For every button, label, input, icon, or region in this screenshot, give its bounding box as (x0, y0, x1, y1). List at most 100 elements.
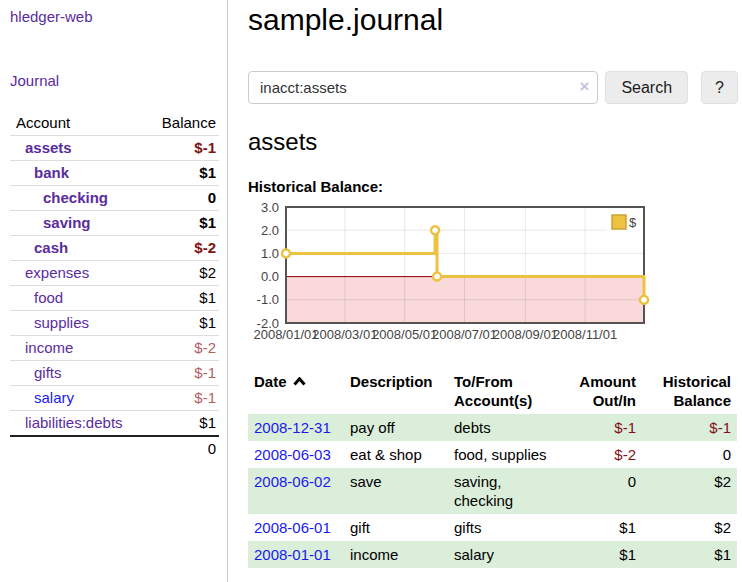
transaction-accounts: gifts (448, 514, 556, 541)
data-point-marker (433, 273, 441, 281)
legend-label: $ (629, 215, 637, 230)
page-title: sample.journal (248, 2, 738, 38)
account-heading: assets (248, 128, 738, 156)
sidebar-account-supplies[interactable]: supplies (10, 314, 146, 332)
balance-chart: $3.02.01.00.0-1.0-2.02008/01/012008/03/0… (248, 203, 738, 351)
account-row: assets$-1 (10, 136, 219, 161)
account-balance: $-1 (146, 361, 219, 386)
description-column-header: Description (344, 368, 448, 414)
register-header-row: Date Description To/From Account(s) Amou… (248, 368, 737, 414)
y-tick-label: 2.0 (261, 223, 279, 238)
data-point-marker (282, 249, 290, 257)
x-tick-label: 2008/11/01 (553, 327, 617, 342)
account-row: income$-2 (10, 336, 219, 361)
account-balance: $1 (146, 311, 219, 336)
sidebar-account-bank[interactable]: bank (10, 164, 146, 182)
main-content: sample.journal × Search ? assets Histori… (248, 0, 738, 568)
balance-chart-svg: $3.02.01.00.0-1.0-2.02008/01/012008/03/0… (248, 203, 742, 347)
account-balance: $-2 (146, 336, 219, 361)
transaction-balance: $2 (642, 468, 737, 514)
transaction-description: pay off (344, 414, 448, 441)
account-balance: $-1 (146, 386, 219, 411)
account-row: food$1 (10, 286, 219, 311)
transaction-row: 2008-12-31pay offdebts$-1$-1 (248, 414, 737, 441)
sidebar-account-gifts[interactable]: gifts (10, 364, 146, 382)
sidebar-account-cash[interactable]: cash (10, 239, 146, 257)
amount-column-header: Amount Out/In (556, 368, 642, 414)
data-point-marker (640, 296, 648, 304)
y-tick-label: 3.0 (261, 203, 279, 215)
account-row: expenses$2 (10, 261, 219, 286)
y-tick-label: 1.0 (261, 246, 279, 261)
transaction-description: gift (344, 514, 448, 541)
account-balance: $1 (146, 411, 219, 437)
transaction-amount: $-1 (556, 414, 642, 441)
transaction-row: 2008-06-03eat & shopfood, supplies$-20 (248, 441, 737, 468)
sidebar-account-income[interactable]: income (10, 339, 146, 357)
transaction-balance: $-1 (642, 414, 737, 441)
transaction-row: 2008-01-01incomesalary$1$1 (248, 541, 737, 568)
data-point-marker (431, 226, 439, 234)
transaction-accounts: salary (448, 541, 556, 568)
y-tick-label: -1.0 (257, 292, 279, 307)
transaction-amount: $1 (556, 541, 642, 568)
search-button[interactable]: Search (605, 71, 688, 104)
search-form: × Search ? (248, 71, 738, 104)
transaction-date-link[interactable]: 2008-06-02 (254, 473, 331, 490)
account-row: checking0 (10, 186, 219, 211)
date-column-header: Date (248, 368, 344, 414)
search-help-button[interactable]: ? (701, 71, 738, 104)
account-row: supplies$1 (10, 311, 219, 336)
sidebar-account-assets[interactable]: assets (10, 139, 146, 157)
sidebar-account-salary[interactable]: salary (10, 389, 146, 407)
transaction-date-link[interactable]: 2008-12-31 (254, 419, 331, 436)
transaction-description: eat & shop (344, 441, 448, 468)
sidebar-account-expenses[interactable]: expenses (10, 264, 146, 282)
accounts-table-header: Account Balance (10, 111, 219, 136)
sidebar-account-checking[interactable]: checking (10, 189, 146, 207)
x-tick-label: 2008/07/01 (432, 327, 497, 342)
search-input[interactable] (248, 71, 598, 104)
accounts-total-value: 0 (146, 436, 219, 461)
account-balance: $1 (146, 211, 219, 236)
sidebar-account-food[interactable]: food (10, 289, 146, 307)
account-row: liabilities:debts$1 (10, 411, 219, 437)
chart-title: Historical Balance: (248, 178, 738, 195)
app-brand-link[interactable]: hledger-web (10, 8, 93, 25)
y-tick-label: 0.0 (261, 269, 279, 284)
x-tick-label: 2008/09/01 (493, 327, 558, 342)
accounts-column-header: To/From Account(s) (448, 368, 556, 414)
transaction-accounts: debts (448, 414, 556, 441)
account-row: salary$-1 (10, 386, 219, 411)
transaction-balance: $1 (642, 541, 737, 568)
account-row: gifts$-1 (10, 361, 219, 386)
x-tick-label: 2008/05/01 (372, 327, 437, 342)
transaction-amount: 0 (556, 468, 642, 514)
account-balance: $1 (146, 286, 219, 311)
account-balance: 0 (146, 186, 219, 211)
account-row: cash$-2 (10, 236, 219, 261)
x-tick-label: 2008/03/01 (312, 327, 377, 342)
x-tick-label: 2008/01/01 (253, 327, 318, 342)
transaction-accounts: saving, checking (448, 468, 556, 514)
legend-swatch-icon (612, 215, 626, 229)
transaction-date-link[interactable]: 2008-06-01 (254, 519, 331, 536)
sidebar-item-journal[interactable]: Journal (10, 72, 59, 89)
sidebar-account-liabilities-debts[interactable]: liabilities:debts (10, 414, 146, 432)
sidebar-account-saving[interactable]: saving (10, 214, 146, 232)
register-table: Date Description To/From Account(s) Amou… (248, 368, 737, 568)
account-balance: $2 (146, 261, 219, 286)
transaction-description: income (344, 541, 448, 568)
transaction-balance: $2 (642, 514, 737, 541)
sidebar: hledger-web Journal Account Balance asse… (0, 0, 228, 582)
transaction-amount: $-2 (556, 441, 642, 468)
clear-search-icon[interactable]: × (579, 77, 589, 97)
transaction-row: 2008-06-02savesaving, checking0$2 (248, 468, 737, 514)
balance-column-header: Historical Balance (642, 368, 737, 414)
account-row: bank$1 (10, 161, 219, 186)
transaction-date-link[interactable]: 2008-06-03 (254, 446, 331, 463)
transaction-date-link[interactable]: 2008-01-01 (254, 546, 331, 563)
balance-column-header: Balance (146, 111, 219, 136)
accounts-table: Account Balance assets$-1bank$1checking0… (10, 111, 219, 461)
account-row: saving$1 (10, 211, 219, 236)
